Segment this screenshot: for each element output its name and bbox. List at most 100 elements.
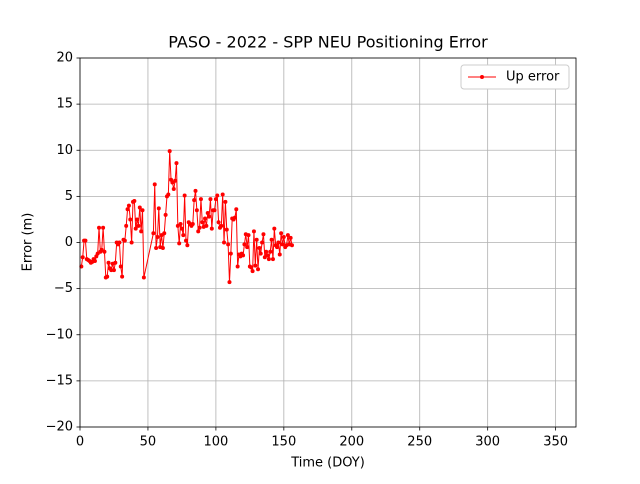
data-point [260, 240, 265, 245]
data-point [285, 233, 290, 238]
y-tick-label: −20 [46, 420, 73, 435]
data-point [270, 257, 275, 262]
data-point [101, 225, 106, 230]
data-point [106, 260, 111, 265]
data-point [257, 246, 262, 251]
data-point [125, 207, 130, 212]
y-tick-label: 15 [56, 97, 73, 112]
data-point [264, 249, 269, 254]
data-point [204, 223, 209, 228]
data-point [289, 243, 294, 248]
data-point [160, 246, 165, 251]
y-tick-label: 5 [65, 189, 73, 204]
data-point [258, 251, 263, 256]
data-point [251, 229, 256, 234]
data-point [151, 231, 156, 236]
legend-marker [480, 75, 484, 79]
data-point [181, 233, 186, 238]
data-point [269, 237, 274, 242]
data-point [245, 245, 250, 250]
data-point [224, 227, 229, 232]
data-point [102, 249, 107, 254]
x-tick-label: 300 [475, 435, 500, 450]
data-point [219, 223, 224, 228]
data-point [266, 257, 271, 262]
data-point [200, 220, 205, 225]
data-point [272, 226, 277, 231]
legend-label: Up error [506, 70, 560, 85]
data-point [132, 198, 137, 203]
data-point [163, 212, 168, 217]
data-point [113, 260, 118, 265]
data-point [83, 238, 88, 243]
plot-frame [79, 57, 577, 428]
chart-title: PASO - 2022 - SPP NEU Positioning Error [168, 33, 488, 52]
data-point [155, 234, 160, 239]
data-point [277, 252, 282, 257]
data-point [156, 206, 161, 211]
data-point [179, 226, 184, 231]
data-point [124, 223, 129, 228]
data-point [232, 215, 237, 220]
data-point [235, 264, 240, 269]
data-point [216, 220, 221, 225]
data-point [246, 233, 251, 238]
data-point [177, 241, 182, 246]
y-tick-label: 20 [56, 51, 73, 66]
x-tick-label: 350 [543, 435, 568, 450]
data-point [136, 223, 141, 228]
data-point [171, 186, 176, 191]
data-point [226, 242, 231, 247]
data-point [128, 217, 133, 222]
data-point [193, 188, 198, 193]
data-point [183, 238, 188, 243]
data-point [249, 265, 254, 270]
data-point [120, 274, 125, 279]
y-tick-label: 10 [56, 143, 73, 158]
data-point [265, 253, 270, 258]
data-point [234, 207, 239, 212]
y-axis-label: Error (m) [21, 213, 36, 272]
x-axis-label: Time (DOY) [290, 456, 365, 471]
x-tick-label: 250 [407, 435, 432, 450]
data-point [288, 235, 293, 240]
data-point [126, 203, 131, 208]
data-point [137, 205, 142, 210]
data-point [139, 229, 144, 234]
data-point [242, 242, 247, 247]
data-point [279, 231, 284, 236]
data-point [203, 216, 208, 221]
data-point [241, 253, 246, 258]
data-point [182, 193, 187, 198]
data-point [280, 242, 285, 247]
data-point [162, 231, 167, 236]
data-point [135, 217, 140, 222]
data-point [192, 198, 197, 203]
y-tick-label: −10 [46, 327, 73, 342]
legend-box [460, 64, 570, 90]
data-point [275, 245, 280, 250]
data-point [140, 208, 145, 213]
data-point [185, 243, 190, 248]
data-point [253, 263, 258, 268]
data-point [111, 268, 116, 273]
data-point [222, 240, 227, 245]
data-point [97, 225, 102, 230]
data-point [209, 226, 214, 231]
data-point [80, 255, 85, 260]
data-point [276, 240, 281, 245]
data-point [133, 226, 138, 231]
y-tick-label: −15 [46, 373, 73, 388]
data-point [154, 246, 159, 251]
data-point [212, 208, 217, 213]
y-tick-label: −5 [54, 281, 73, 296]
data-point [197, 225, 202, 230]
data-point [105, 274, 110, 279]
data-point [254, 237, 259, 242]
data-point [166, 192, 171, 197]
data-point [129, 240, 134, 245]
data-point [213, 197, 218, 202]
data-point [152, 182, 157, 187]
data-point [194, 208, 199, 213]
x-tick-label: 150 [271, 435, 296, 450]
